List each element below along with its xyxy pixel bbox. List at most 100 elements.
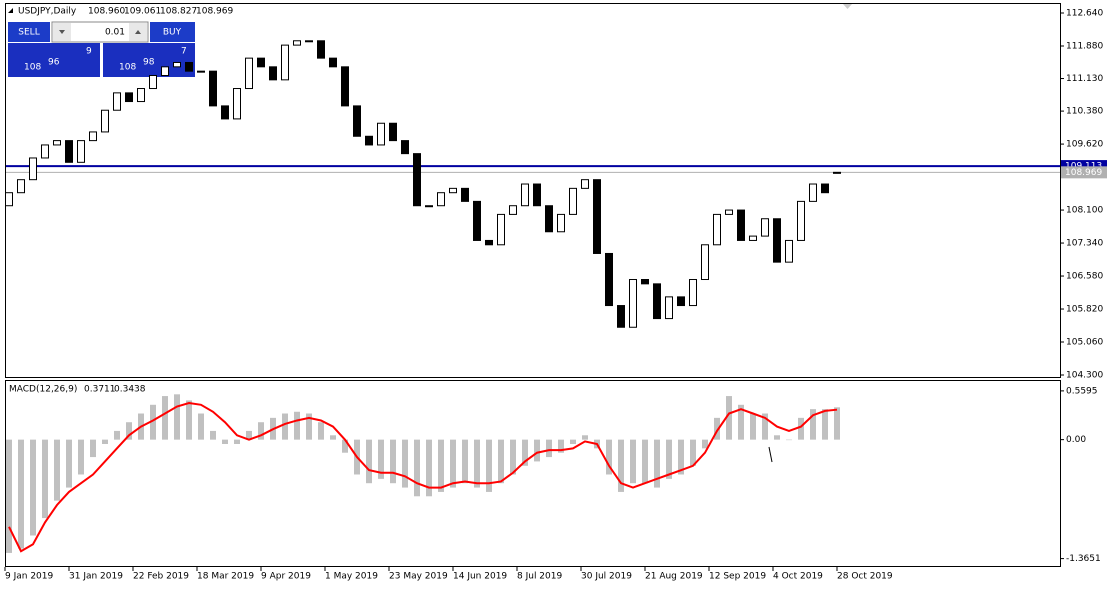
- macd-bar: [798, 417, 804, 440]
- candle-body: [137, 88, 145, 103]
- x-tick-label: 31 Jan 2019: [69, 572, 123, 582]
- macd-bar: [606, 439, 612, 475]
- macd-bar: [486, 439, 492, 492]
- sell-price-box[interactable]: [8, 43, 100, 77]
- candle-body: [365, 135, 373, 146]
- candle-body: [737, 209, 745, 241]
- x-tick-label: 4 Oct 2019: [773, 572, 823, 582]
- candle-body: [53, 140, 61, 146]
- candle-body: [485, 239, 493, 246]
- x-tick-label: 1 May 2019: [325, 572, 378, 582]
- close-price: 108.969: [196, 7, 233, 17]
- macd-bar: [342, 439, 348, 453]
- macd-bar: [426, 439, 432, 497]
- y-tick-label: 105.060: [1066, 338, 1103, 348]
- price-tag: [1061, 166, 1107, 179]
- macd-bar: [678, 439, 684, 475]
- candle-body: [797, 200, 805, 241]
- macd-bar: [102, 439, 108, 444]
- macd-bar: [690, 439, 696, 466]
- candle-body: [689, 279, 697, 307]
- candle-body: [257, 57, 265, 68]
- trade-panel: SELL 0.01 BUY 108 96 9 108 98 7: [8, 21, 195, 77]
- candle-body: [605, 252, 613, 307]
- macd-bar: [114, 430, 120, 440]
- candle-body: [749, 235, 757, 241]
- candle-body: [29, 157, 37, 181]
- lot-value: 0.01: [105, 28, 125, 38]
- candle-body: [185, 61, 193, 72]
- candle-body: [173, 61, 181, 68]
- candle-body: [701, 244, 709, 281]
- macd-bar: [390, 439, 396, 484]
- candle-body: [617, 305, 625, 328]
- buy-price-big: 108: [119, 63, 136, 73]
- candle-body: [5, 192, 13, 207]
- candle-body: [389, 122, 397, 142]
- candle-body: [305, 40, 313, 43]
- candle-body: [425, 205, 433, 208]
- sell-price-main: 96: [48, 58, 60, 68]
- macd-bar: [366, 439, 372, 484]
- macd-bar: [726, 396, 732, 440]
- candle-body: [713, 213, 721, 246]
- candle-body: [569, 187, 577, 215]
- macd-bar: [618, 439, 624, 492]
- macd-bar: [630, 439, 636, 484]
- candle-body: [521, 183, 529, 207]
- macd-bar: [762, 413, 768, 440]
- macd-bar: [786, 439, 792, 441]
- y-tick-label: 109.620: [1066, 140, 1103, 150]
- candle-body: [725, 209, 733, 215]
- buy-price-box[interactable]: [103, 43, 195, 77]
- symbol: USDJPY,Daily: [18, 7, 77, 17]
- y-tick-label: 105.820: [1066, 305, 1103, 315]
- candle-body: [545, 205, 553, 233]
- candle-body: [581, 179, 589, 189]
- macd-bar: [750, 413, 756, 440]
- candle-body: [497, 213, 505, 246]
- buy-price-main: 98: [143, 58, 155, 68]
- candle-body: [821, 183, 829, 194]
- lot-box[interactable]: [51, 21, 149, 43]
- candle-body: [317, 40, 325, 59]
- macd-bar: [438, 439, 444, 492]
- open-price: 108.960: [88, 7, 125, 17]
- buy-label: BUY: [163, 28, 182, 38]
- y-tick-label: -1.3651: [1066, 554, 1101, 564]
- macd-bar: [714, 417, 720, 440]
- macd-bar: [642, 439, 648, 484]
- macd-bar: [18, 439, 24, 549]
- buy-price-sup: 7: [181, 47, 187, 57]
- candle-body: [461, 187, 469, 202]
- candle-body: [113, 92, 121, 111]
- macd-bar: [474, 439, 480, 488]
- high-price: 109.061: [124, 7, 161, 17]
- candle-body: [509, 205, 517, 215]
- macd-bar: [210, 430, 216, 440]
- y-tick-label: 0.00: [1066, 435, 1086, 445]
- candle-body: [413, 153, 421, 207]
- macd-bar: [702, 439, 708, 449]
- candle-body: [293, 40, 301, 46]
- macd-bar: [774, 435, 780, 440]
- x-tick-label: 14 Jun 2019: [453, 572, 507, 582]
- macd-bar: [738, 404, 744, 440]
- candle-body: [653, 283, 661, 320]
- candle-body: [233, 88, 241, 120]
- candle-body: [473, 200, 481, 241]
- candle-body: [401, 140, 409, 155]
- candle-body: [65, 140, 73, 163]
- y-tick-label: 107.340: [1066, 239, 1103, 249]
- macd-bar: [522, 439, 528, 466]
- candle-body: [125, 92, 133, 103]
- buy-button[interactable]: [150, 22, 195, 42]
- shift-marker: [843, 4, 852, 9]
- macd-bar: [54, 439, 60, 501]
- sell-price-big: 108: [24, 63, 41, 73]
- candle-body: [209, 70, 217, 107]
- candle-body: [833, 171, 841, 174]
- signal-line: [8, 402, 838, 553]
- sell-button[interactable]: [8, 22, 50, 42]
